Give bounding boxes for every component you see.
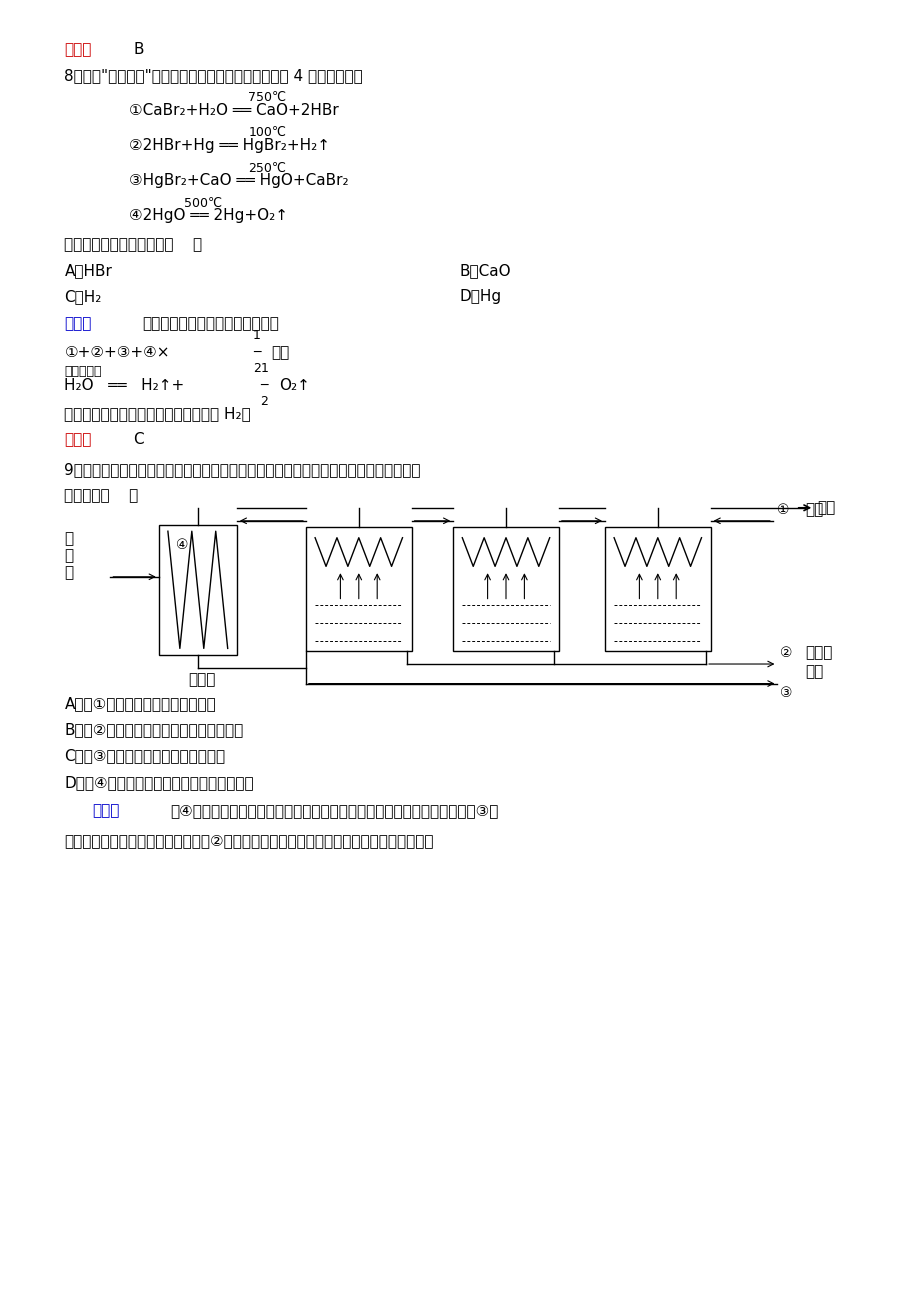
- Text: 100℃: 100℃: [248, 126, 286, 139]
- Text: ①: ①: [777, 503, 789, 517]
- Text: D．Hg: D．Hg: [460, 289, 502, 305]
- Text: ③: ③: [779, 686, 792, 700]
- Text: A．HBr: A．HBr: [64, 263, 112, 279]
- Text: 答案：: 答案：: [64, 432, 92, 448]
- Text: 500℃: 500℃: [184, 197, 221, 210]
- Text: 该方案的目的是为了制备（    ）: 该方案的目的是为了制备（ ）: [64, 237, 202, 253]
- Text: 一定温度下: 一定温度下: [64, 365, 102, 378]
- Text: 海水: 海水: [804, 501, 823, 517]
- Text: 气: 气: [64, 565, 74, 581]
- Text: 2: 2: [260, 395, 268, 408]
- Text: 可得: 可得: [271, 345, 289, 361]
- Text: ④: ④: [176, 538, 188, 552]
- Text: ─: ─: [253, 346, 260, 359]
- Text: 9．下图所示为一种用蒸馏法淡化海水的流程，已知减压可以降低水的沸点。下列说法不: 9．下图所示为一种用蒸馏法淡化海水的流程，已知减压可以降低水的沸点。下列说法不: [64, 462, 421, 478]
- Text: 浓海水: 浓海水: [804, 644, 832, 660]
- Text: 故该方案的目的是为了制取可燃烧气体 H₂。: 故该方案的目的是为了制取可燃烧气体 H₂。: [64, 406, 251, 422]
- Text: ④2HgO ══ 2Hg+O₂↑: ④2HgO ══ 2Hg+O₂↑: [129, 208, 288, 224]
- Text: 1: 1: [260, 362, 268, 375]
- Text: 冷凝水: 冷凝水: [188, 672, 216, 687]
- Text: ②: ②: [779, 646, 792, 660]
- Text: 在④处通入热蒸气，并在减压条件下使海水蒸发，经冷凝后成为蒸馏水，从③处: 在④处通入热蒸气，并在减压条件下使海水蒸发，经冷凝后成为蒸馏水，从③处: [170, 803, 498, 819]
- Text: 正确的是（    ）: 正确的是（ ）: [64, 488, 139, 504]
- Text: 解析：: 解析：: [64, 316, 92, 332]
- Text: 流出，但人不能直接饮用蒸馏水。从②流出的浓海水盐分浓度高，可用作晒盐等，不能直接: 流出，但人不能直接饮用蒸馏水。从②流出的浓海水盐分浓度高，可用作晒盐等，不能直接: [64, 833, 434, 849]
- Text: 1: 1: [253, 329, 261, 342]
- Text: 解析：: 解析：: [92, 803, 119, 819]
- Text: ③HgBr₂+CaO ══ HgO+CaBr₂: ③HgBr₂+CaO ══ HgO+CaBr₂: [129, 173, 348, 189]
- Text: 8．根据"绿色化学"的理念，某化学工作者设计了下列 4 步化学反应：: 8．根据"绿色化学"的理念，某化学工作者设计了下列 4 步化学反应：: [64, 68, 363, 83]
- Text: H₂O   ══   H₂↑+: H₂O ══ H₂↑+: [64, 378, 185, 393]
- Text: 250℃: 250℃: [248, 161, 286, 174]
- Text: ②2HBr+Hg ══ HgBr₂+H₂↑: ②2HBr+Hg ══ HgBr₂+H₂↑: [129, 138, 329, 154]
- Text: 答案：: 答案：: [64, 42, 92, 57]
- Text: B．CaO: B．CaO: [460, 263, 511, 279]
- Text: 减压: 减压: [816, 500, 834, 516]
- Text: O₂↑: O₂↑: [278, 378, 310, 393]
- Text: D．从④处通入热蒸气是加热海水，使之蒸发: D．从④处通入热蒸气是加热海水，使之蒸发: [64, 775, 254, 790]
- Text: 淡水: 淡水: [804, 664, 823, 680]
- Text: 热: 热: [64, 531, 74, 547]
- Text: B: B: [133, 42, 143, 57]
- Text: A．从①处进入的海水的作用为冷却: A．从①处进入的海水的作用为冷却: [64, 697, 216, 712]
- Text: ①+②+③+④×: ①+②+③+④×: [64, 345, 170, 361]
- Text: ─: ─: [260, 379, 267, 392]
- Text: C: C: [133, 432, 144, 448]
- Text: 750℃: 750℃: [248, 91, 286, 104]
- Text: 将题目中提供的四个方程式叠加：: 将题目中提供的四个方程式叠加：: [142, 316, 279, 332]
- Text: B．从②处流出的浓海水直接排放到海洋中: B．从②处流出的浓海水直接排放到海洋中: [64, 723, 244, 738]
- Text: 蒸: 蒸: [64, 548, 74, 564]
- Text: C．H₂: C．H₂: [64, 289, 102, 305]
- Text: C．从③处流出的淡水还不能直接饮用: C．从③处流出的淡水还不能直接饮用: [64, 749, 225, 764]
- Text: 2: 2: [253, 362, 261, 375]
- Text: ①CaBr₂+H₂O ══ CaO+2HBr: ①CaBr₂+H₂O ══ CaO+2HBr: [129, 103, 338, 118]
